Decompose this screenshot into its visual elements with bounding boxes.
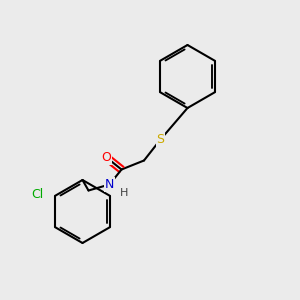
Text: Cl: Cl bbox=[31, 188, 43, 201]
Text: H: H bbox=[120, 188, 129, 199]
Text: O: O bbox=[102, 151, 111, 164]
Text: N: N bbox=[105, 178, 114, 191]
Text: S: S bbox=[157, 133, 164, 146]
